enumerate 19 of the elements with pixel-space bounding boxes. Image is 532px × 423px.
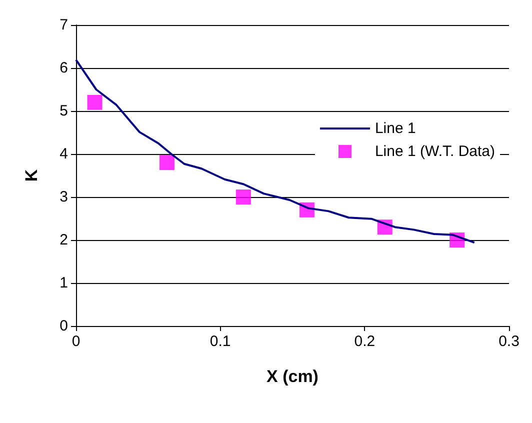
y-tick-label: 6: [60, 60, 68, 76]
y-tick-label: 2: [60, 232, 68, 248]
x-axis-title: X (cm): [266, 367, 318, 386]
y-tick-label: 7: [60, 16, 68, 34]
point: [87, 94, 102, 110]
legend-label: Line 1: [374, 120, 416, 137]
x-tick-label: 0.3: [498, 333, 520, 350]
y-tick-label: 3: [60, 188, 68, 206]
point: [236, 190, 251, 204]
legend-label: Line 1 (W.T. Data): [374, 143, 496, 160]
x-tick-label: 0.1: [210, 333, 231, 350]
y-axis-title: K: [22, 168, 41, 182]
x-tick-label: 0: [72, 333, 80, 350]
y-tick-label: 4: [60, 146, 68, 162]
x-tick-label: 0.2: [354, 333, 376, 350]
y-tick-label: 0: [60, 318, 68, 334]
y-tick-label: 5: [60, 102, 68, 120]
y-tick-label: 1: [60, 274, 68, 292]
point: [159, 155, 174, 170]
